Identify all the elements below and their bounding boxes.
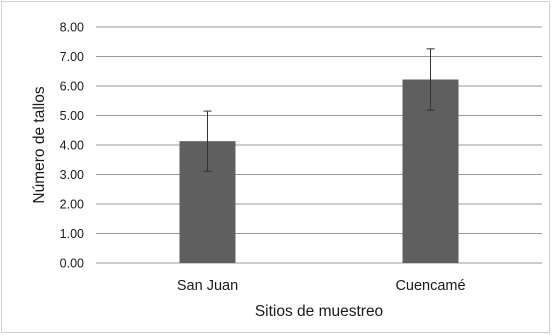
y-tick-label: 0.00 <box>60 257 84 271</box>
y-axis-title: Número de tallos <box>31 86 48 203</box>
y-tick-label: 6.00 <box>60 80 84 94</box>
y-tick-label: 7.00 <box>60 50 84 64</box>
y-tick-label: 4.00 <box>60 139 84 153</box>
y-tick-label: 5.00 <box>60 109 84 123</box>
error-bars <box>203 48 435 172</box>
x-axis-title: Sitios de muestreo <box>255 303 383 320</box>
y-tick-label: 1.00 <box>60 227 84 241</box>
y-tick-label: 2.00 <box>60 198 84 212</box>
x-category-label: Cuencamé <box>395 278 465 294</box>
x-category-label: San Juan <box>177 278 238 294</box>
y-tick-labels: 0.00 1.00 2.00 3.00 4.00 5.00 6.00 7.00 8.00 <box>60 21 84 271</box>
y-tick-label: 8.00 <box>60 21 84 35</box>
bars <box>179 79 459 263</box>
gridlines <box>96 26 542 264</box>
y-tick-label: 3.00 <box>60 168 84 182</box>
x-category-labels: San Juan Cuencamé <box>177 278 466 294</box>
